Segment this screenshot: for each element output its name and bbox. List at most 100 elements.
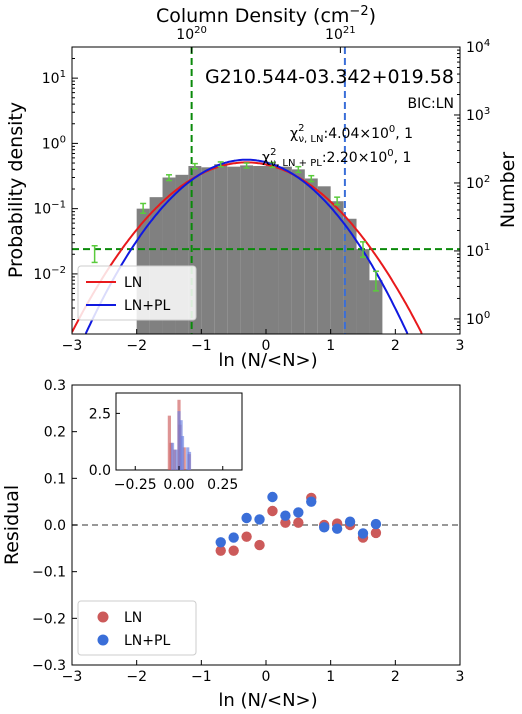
bottom-legend-ln-label: LN (124, 610, 142, 626)
top-x-ticks: −3 −2 −1 0 1 2 3 (62, 329, 465, 354)
top-y-right-axis-label: Number (497, 152, 519, 229)
inset-x-tick-label: −0.25 (114, 477, 157, 493)
hist-bar-18 (369, 280, 383, 334)
hist-bar-16 (343, 218, 357, 334)
bottom-x-tick-label: 0 (262, 669, 271, 685)
lnpl-residual-point-11 (357, 528, 369, 539)
top-y-tick-label: 10−1 (33, 200, 66, 218)
inset-lnpl-bar-0 (170, 442, 175, 470)
column-density-tick-label: 1020 (176, 25, 207, 43)
hist-bar-14 (317, 186, 331, 334)
hist-bar-11 (278, 166, 292, 334)
inset-ln-bar-5 (182, 447, 186, 470)
hist-bar-13 (304, 178, 318, 334)
lnpl-residual-point-12 (370, 518, 382, 530)
top-x-tick-label: 2 (391, 338, 400, 354)
lnpl-residual-point-1 (228, 532, 239, 543)
hist-bar-12 (291, 169, 305, 334)
top-y-right-tick-label: 101 (466, 242, 490, 260)
top-y-right-tick-label: 103 (466, 106, 490, 124)
top-x-tick-label: 3 (456, 338, 465, 354)
top-y-right-tick-label: 100 (466, 310, 490, 328)
inset-lnpl-bar-4 (180, 436, 185, 470)
ln-residual-point-1 (228, 545, 239, 556)
bottom-y-tick-label: −0.2 (32, 611, 66, 627)
residual-panel: −3 −2 −1 0 1 2 3 −0.3 −0.2 −0.1 0.0 0.1 0.2 0.3 ln (… (1, 378, 464, 711)
bottom-x-tick-label: −2 (126, 669, 147, 685)
bottom-x-axis-label: ln (N/<N>) (218, 690, 317, 711)
top-y-right-tick-label: 104 (466, 38, 490, 56)
hist-bar-17 (356, 249, 370, 334)
bottom-y-axis-label: Residual (1, 485, 23, 565)
inset-x-tick-label: 0.25 (207, 477, 238, 493)
legend-lnpl-label: LN+PL (124, 298, 170, 314)
legend-ln-marker (97, 611, 109, 623)
threshold-lines (72, 47, 460, 334)
top-x-tick-label: −2 (126, 338, 147, 354)
inset-ln-bar-0 (167, 415, 171, 470)
lnpl-residual-point-6 (293, 507, 304, 518)
ln-residual-point-12 (370, 527, 382, 539)
bottom-legend-lnpl-label: LN+PL (124, 633, 170, 649)
bottom-y-tick-label: 0.0 (44, 518, 66, 534)
top-y-tick-label: 101 (42, 69, 66, 87)
inset-bars (167, 399, 192, 470)
top-y-axis-label: Probability density (5, 102, 27, 278)
column-density-tick-label: 1021 (325, 25, 356, 43)
inset-y-tick-label: 0.0 (89, 463, 111, 479)
inset-ticks: −0.25 0.00 0.25 0.0 2.5 (89, 406, 239, 493)
bottom-x-tick-label: 3 (456, 669, 465, 685)
fit-curves (72, 158, 423, 334)
inset-x-tick-label: 0.00 (163, 477, 194, 493)
hist-bar-5 (201, 167, 215, 334)
inset-histogram: −0.25 0.00 0.25 0.0 2.5 (89, 392, 243, 493)
column-density-label: Column Density (cm−2) (156, 4, 376, 27)
bottom-x-ticks: −3 −2 −1 0 1 2 3 (62, 660, 465, 685)
top-y-right-tick-label: 102 (466, 174, 490, 192)
bottom-y-ticks: −0.3 −0.2 −0.1 0.0 0.1 0.2 0.3 (32, 378, 77, 674)
lnpl-residual-point-7 (306, 496, 317, 507)
ln-residual-point-0 (215, 545, 226, 556)
chi-lnpl-annotation: χ2 ν, LN + PL:2.20×100, 1 (262, 147, 411, 169)
lnpl-residual-point-9 (331, 523, 343, 534)
top-x-tick-label: −1 (191, 338, 212, 354)
legend-lnpl-marker (97, 634, 109, 646)
top-x-tick-label: −3 (62, 338, 83, 354)
ln-residual-point-2 (241, 531, 252, 542)
lnpl-residual-point-5 (280, 510, 291, 521)
top-y-tick-label: 10−2 (33, 265, 66, 283)
top-legend-box (77, 265, 197, 321)
bottom-x-tick-label: −3 (62, 669, 83, 685)
inset-lnpl-bar-5 (186, 447, 190, 470)
bottom-y-tick-label: 0.2 (44, 425, 66, 441)
error-bars (91, 161, 379, 292)
bottom-x-tick-label: −1 (191, 669, 212, 685)
bottom-y-tick-label: −0.1 (32, 565, 66, 581)
bic-annotation: BIC:LN (408, 96, 455, 112)
top-legend: LN LN+PL (77, 265, 197, 321)
bottom-x-tick-label: 1 (326, 669, 335, 685)
bottom-y-tick-label: 0.1 (44, 471, 66, 487)
bottom-y-tick-label: −0.3 (32, 658, 66, 674)
top-x-tick-label: 1 (326, 338, 335, 354)
ln-residual-point-6 (293, 517, 304, 528)
lnpl-residual-point-2 (241, 512, 252, 524)
inset-lnpl-bar-2 (177, 411, 181, 470)
lnpl-residual-point-10 (344, 516, 356, 527)
bottom-legend: LN LN+PL (77, 600, 197, 656)
source-title: G210.544-03.342+019.58 (205, 66, 454, 88)
top-y-ticks: 10−2 10−1 100 101 (33, 46, 78, 321)
column-density-ticks: 1020 1021 (176, 25, 356, 53)
inset-lnpl-bar-6 (187, 451, 192, 470)
lnpl-fit-curve (84, 158, 409, 334)
ln-residual-point-3 (254, 539, 265, 551)
ln-fit-curve (72, 161, 423, 334)
top-y-tick-label: 100 (42, 134, 66, 152)
hist-bar-8 (240, 165, 254, 334)
bottom-x-tick-label: 2 (391, 669, 400, 685)
chi-ln-annotation: χ2 ν, LN:4.04×100, 1 (290, 123, 413, 145)
hist-bar-7 (227, 166, 241, 334)
residual-points (215, 491, 382, 556)
inset-lnpl-bar-1 (174, 449, 178, 470)
